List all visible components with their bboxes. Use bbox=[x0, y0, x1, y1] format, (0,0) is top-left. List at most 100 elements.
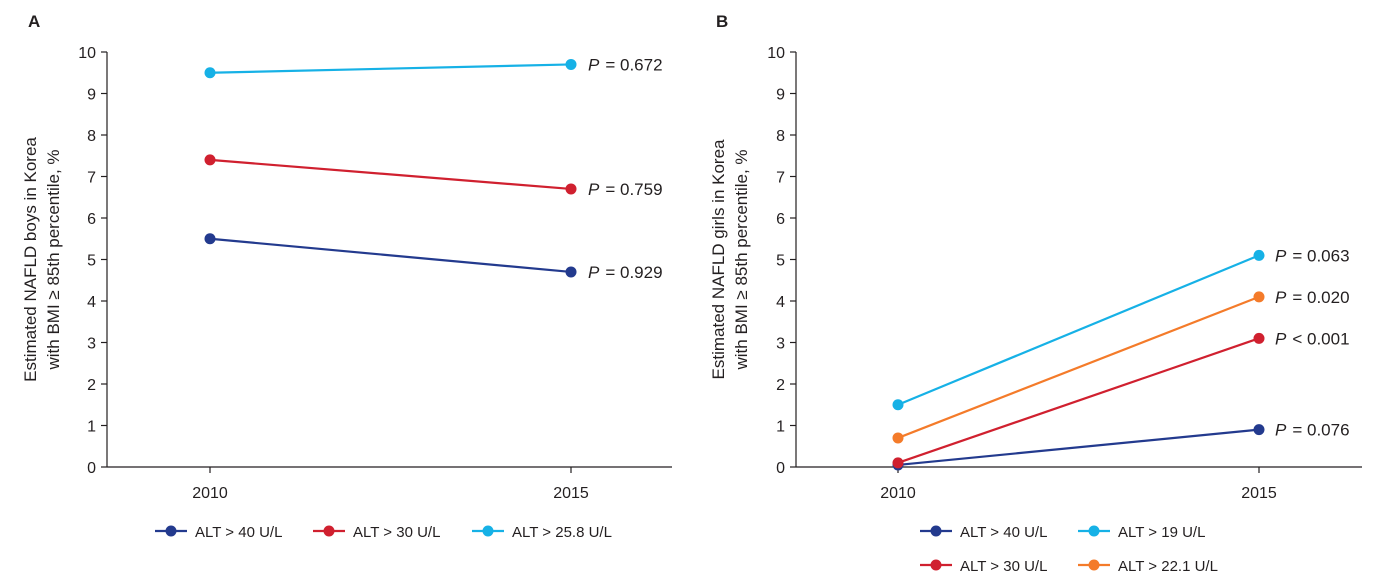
y-tick-label: 3 bbox=[776, 336, 785, 353]
panel-letter: A bbox=[28, 12, 40, 31]
p-value: = 0.672 bbox=[605, 55, 662, 74]
legend-item: ALT > 19 U/L bbox=[1078, 524, 1205, 541]
legend-marker bbox=[930, 525, 942, 537]
y-tick-label: 9 bbox=[776, 87, 785, 104]
y-tick-label: 2 bbox=[776, 377, 785, 394]
y-tick-label: 10 bbox=[767, 45, 785, 62]
x-tick-label: 2015 bbox=[553, 485, 589, 502]
p-value: = 0.020 bbox=[1292, 288, 1349, 307]
p-symbol: P bbox=[1275, 421, 1287, 440]
series-2: P = 0.672 bbox=[204, 55, 663, 79]
x-tick-label: 2010 bbox=[880, 485, 916, 502]
p-symbol: P bbox=[588, 55, 600, 74]
p-value-label: P = 0.929 bbox=[588, 263, 663, 282]
y-tick-label: 4 bbox=[87, 294, 96, 311]
p-value-label: P = 0.759 bbox=[588, 180, 663, 199]
p-value-label: P = 0.672 bbox=[588, 55, 663, 74]
legend-label: ALT > 30 U/L bbox=[353, 524, 440, 541]
data-point bbox=[892, 457, 904, 469]
legend-label: ALT > 40 U/L bbox=[960, 524, 1047, 541]
y-tick-label: 9 bbox=[87, 87, 96, 104]
data-point bbox=[204, 154, 216, 166]
data-point bbox=[892, 399, 904, 411]
data-point bbox=[1253, 291, 1265, 303]
series-line bbox=[897, 254, 1260, 406]
p-symbol: P bbox=[588, 180, 600, 199]
legend-marker bbox=[1088, 525, 1100, 537]
y-tick-label: 8 bbox=[776, 128, 785, 145]
legend-item: ALT > 40 U/L bbox=[155, 524, 282, 541]
y-tick-label: 4 bbox=[776, 294, 785, 311]
legend-label: ALT > 22.1 U/L bbox=[1118, 558, 1218, 572]
x-tick-label: 2015 bbox=[1241, 485, 1277, 502]
p-value-label: P = 0.063 bbox=[1275, 246, 1350, 265]
p-symbol: P bbox=[588, 263, 600, 282]
legend-item: ALT > 25.8 U/L bbox=[472, 524, 612, 541]
y-tick-label: 7 bbox=[87, 170, 96, 187]
y-tick-label: 0 bbox=[776, 460, 785, 477]
y-tick-label: 0 bbox=[87, 460, 96, 477]
panel-letter: B bbox=[716, 12, 728, 31]
data-point bbox=[204, 67, 216, 79]
legend-label: ALT > 19 U/L bbox=[1118, 524, 1205, 541]
y-tick-label: 6 bbox=[87, 211, 96, 228]
legend-label: ALT > 25.8 U/L bbox=[512, 524, 612, 541]
y-axis-label: Estimated NAFLD boys in Korea with BMI ≥ … bbox=[21, 137, 63, 382]
series-3: P = 0.020 bbox=[892, 288, 1350, 444]
y-tick-label: 1 bbox=[776, 419, 785, 436]
chart-panel-b: B 0 1 2 3 4 5 6 7 8 9 10 2010 2015 Estimated NAFLD gir… bbox=[709, 12, 1362, 572]
series-2: P < 0.001 bbox=[892, 329, 1350, 469]
legend-marker bbox=[165, 525, 177, 537]
y-tick-label: 5 bbox=[87, 253, 96, 270]
legend-marker bbox=[323, 525, 335, 537]
legend-marker bbox=[1088, 559, 1100, 571]
p-value: < 0.001 bbox=[1292, 329, 1349, 348]
series-line bbox=[897, 337, 1260, 464]
p-value-label: P < 0.001 bbox=[1275, 329, 1350, 348]
p-value: = 0.929 bbox=[605, 263, 662, 282]
y-axis-label-line: Estimated NAFLD girls in Korea bbox=[709, 139, 728, 380]
y-tick-label: 5 bbox=[776, 253, 785, 270]
y-tick-label: 8 bbox=[87, 128, 96, 145]
y-tick-label: 10 bbox=[78, 45, 96, 62]
series-line bbox=[897, 428, 1260, 467]
series-line bbox=[209, 237, 572, 274]
x-tick-label: 2010 bbox=[192, 485, 228, 502]
data-point bbox=[565, 58, 577, 70]
legend-marker bbox=[482, 525, 494, 537]
y-axis-label: Estimated NAFLD girls in Korea with BMI ≥… bbox=[709, 139, 751, 380]
data-point bbox=[892, 432, 904, 444]
series-line bbox=[209, 158, 572, 191]
y-axis-label-line: Estimated NAFLD boys in Korea bbox=[21, 137, 40, 382]
series-0: P = 0.929 bbox=[204, 233, 663, 282]
series-1: P = 0.063 bbox=[892, 246, 1350, 411]
data-point bbox=[1253, 332, 1265, 344]
legend-item: ALT > 22.1 U/L bbox=[1078, 558, 1218, 572]
series-line bbox=[209, 63, 572, 74]
y-tick-label: 6 bbox=[776, 211, 785, 228]
p-value: = 0.076 bbox=[1292, 421, 1349, 440]
legend-item: ALT > 30 U/L bbox=[313, 524, 440, 541]
y-axis-label-line: with BMI ≥ 85th percentile, % bbox=[732, 149, 751, 370]
data-point bbox=[565, 266, 577, 278]
y-tick-label: 3 bbox=[87, 336, 96, 353]
p-value: = 0.759 bbox=[605, 180, 662, 199]
y-axis-label-line: with BMI ≥ 85th percentile, % bbox=[44, 149, 63, 370]
data-point bbox=[1253, 249, 1265, 261]
series-line bbox=[897, 295, 1260, 439]
p-symbol: P bbox=[1275, 246, 1287, 265]
p-symbol: P bbox=[1275, 329, 1287, 348]
p-value-label: P = 0.020 bbox=[1275, 288, 1350, 307]
data-point bbox=[1253, 424, 1265, 436]
p-value: = 0.063 bbox=[1292, 246, 1349, 265]
legend-item: ALT > 40 U/L bbox=[920, 524, 1047, 541]
chart-panel-a: A 0 1 2 3 4 5 6 7 8 9 10 2010 2015 Estimated NAFLD boy… bbox=[21, 12, 672, 541]
data-point bbox=[565, 183, 577, 195]
series-1: P = 0.759 bbox=[204, 154, 663, 199]
p-value-label: P = 0.076 bbox=[1275, 421, 1350, 440]
p-symbol: P bbox=[1275, 288, 1287, 307]
legend-label: ALT > 40 U/L bbox=[195, 524, 282, 541]
legend-label: ALT > 30 U/L bbox=[960, 558, 1047, 572]
y-tick-label: 7 bbox=[776, 170, 785, 187]
y-tick-label: 2 bbox=[87, 377, 96, 394]
